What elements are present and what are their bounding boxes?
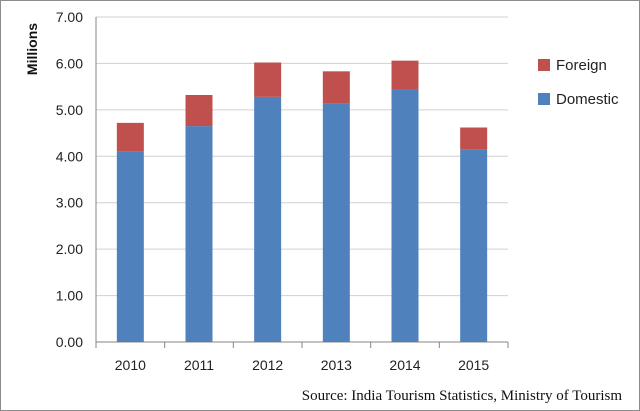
bar-domestic-2012 <box>254 96 282 342</box>
bars <box>116 60 488 343</box>
bar-foreign-2011 <box>185 95 213 127</box>
bar-foreign-2013 <box>322 71 350 104</box>
bar-foreign-2010 <box>116 122 144 152</box>
bar-foreign-2015 <box>460 127 488 150</box>
legend-swatch-domestic <box>538 93 550 105</box>
bar-domestic-2011 <box>185 126 213 342</box>
gridlines <box>95 16 509 348</box>
y-tick-label: 0.00 <box>56 334 83 350</box>
y-tick-label: 3.00 <box>56 195 83 211</box>
legend: Foreign Domestic <box>538 57 619 108</box>
y-tick-label: 7.00 <box>56 9 83 25</box>
source-note: Source: India Tourism Statistics, Minist… <box>302 388 623 404</box>
legend-label-domestic: Domestic <box>556 91 619 108</box>
legend-label-foreign: Foreign <box>556 57 607 74</box>
x-tick-labels: 2010 2011 2012 2013 2014 2015 <box>115 357 490 373</box>
y-axis-label: Millions <box>24 23 40 75</box>
bar-foreign-2014 <box>391 60 419 90</box>
y-tick-labels: 0.00 1.00 2.00 3.00 4.00 5.00 6.00 7.00 <box>56 9 83 350</box>
x-tick-label: 2014 <box>389 357 420 373</box>
x-tick-label: 2010 <box>115 357 146 373</box>
y-tick-label: 4.00 <box>56 148 83 164</box>
y-tick-label: 1.00 <box>56 288 83 304</box>
x-tick-label: 2012 <box>252 357 283 373</box>
y-tick-label: 5.00 <box>56 102 83 118</box>
x-tick-label: 2011 <box>184 357 214 373</box>
bar-domestic-2015 <box>460 149 488 342</box>
x-tick-label: 2015 <box>458 357 489 373</box>
bar-foreign-2012 <box>254 62 282 97</box>
y-tick-label: 6.00 <box>56 55 83 71</box>
bar-domestic-2013 <box>322 103 350 342</box>
legend-swatch-foreign <box>538 59 550 71</box>
bar-domestic-2014 <box>391 89 419 343</box>
bar-domestic-2010 <box>116 151 144 342</box>
x-tick-label: 2013 <box>321 357 352 373</box>
y-tick-label: 2.00 <box>56 241 83 257</box>
